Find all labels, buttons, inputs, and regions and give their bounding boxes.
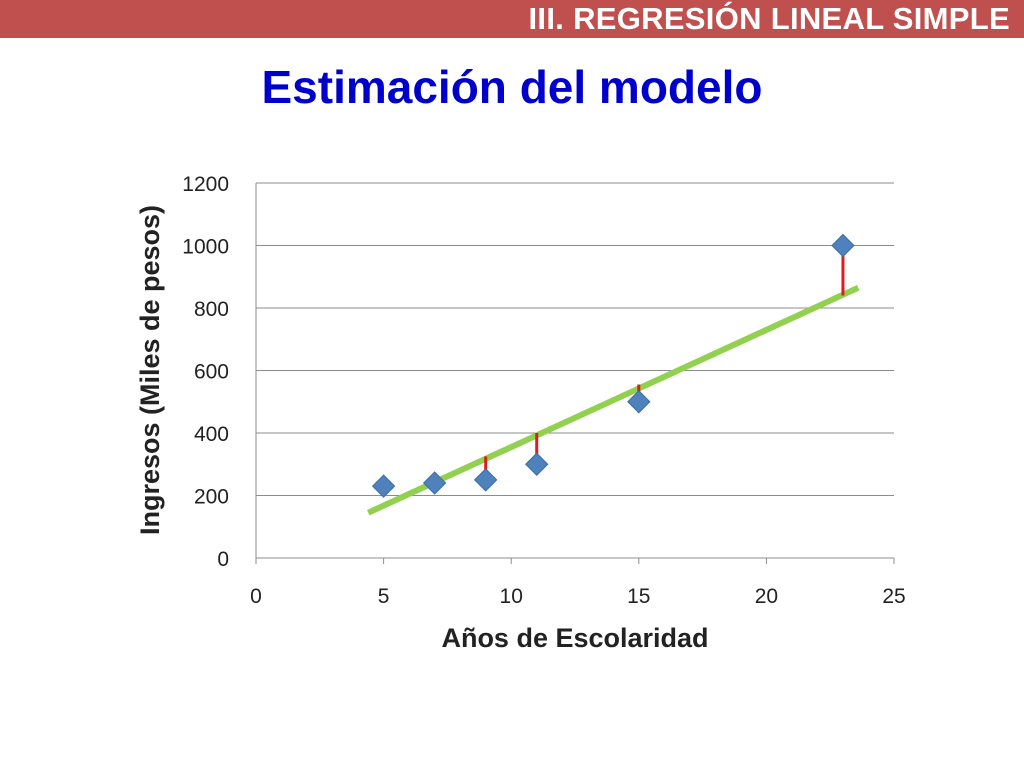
x-tick-labels: 0 5 10 15 20 25 bbox=[250, 585, 906, 608]
x-tick-label: 10 bbox=[500, 585, 523, 608]
y-tick-label: 0 bbox=[217, 548, 229, 571]
x-tick-label: 0 bbox=[250, 585, 262, 608]
section-title: III. REGRESIÓN LINEAL SIMPLE bbox=[528, 1, 1010, 36]
y-tick-label: 600 bbox=[194, 361, 229, 384]
header-banner: III. REGRESIÓN LINEAL SIMPLE bbox=[0, 0, 1024, 38]
y-axis-label: Ingresos (Miles de pesos) bbox=[135, 205, 165, 535]
data-points bbox=[371, 233, 855, 498]
x-tick-label: 20 bbox=[755, 585, 778, 608]
slide-title: Estimación del modelo bbox=[261, 61, 763, 113]
data-point bbox=[371, 474, 396, 498]
x-tick-label: 25 bbox=[882, 585, 905, 608]
data-point bbox=[473, 468, 498, 492]
x-tick-label: 15 bbox=[627, 585, 650, 608]
regression-line bbox=[367, 284, 860, 516]
data-point bbox=[525, 452, 549, 476]
y-tick-label: 200 bbox=[194, 486, 229, 509]
data-point bbox=[627, 390, 651, 414]
y-tick-labels: 0 200 400 600 800 1000 1200 bbox=[182, 173, 229, 571]
axes bbox=[255, 183, 895, 564]
x-axis-label: Años de Escolaridad bbox=[441, 623, 708, 653]
x-tick-label: 5 bbox=[378, 585, 390, 608]
y-tick-label: 400 bbox=[194, 423, 229, 446]
regression-line-segment bbox=[367, 284, 860, 516]
data-point bbox=[422, 471, 447, 495]
grid-lines bbox=[256, 182, 894, 496]
residual-segments bbox=[484, 245, 845, 480]
data-point bbox=[831, 233, 855, 258]
y-tick-label: 1000 bbox=[182, 236, 229, 259]
y-tick-label: 1200 bbox=[182, 173, 229, 196]
y-tick-label: 800 bbox=[194, 298, 229, 321]
